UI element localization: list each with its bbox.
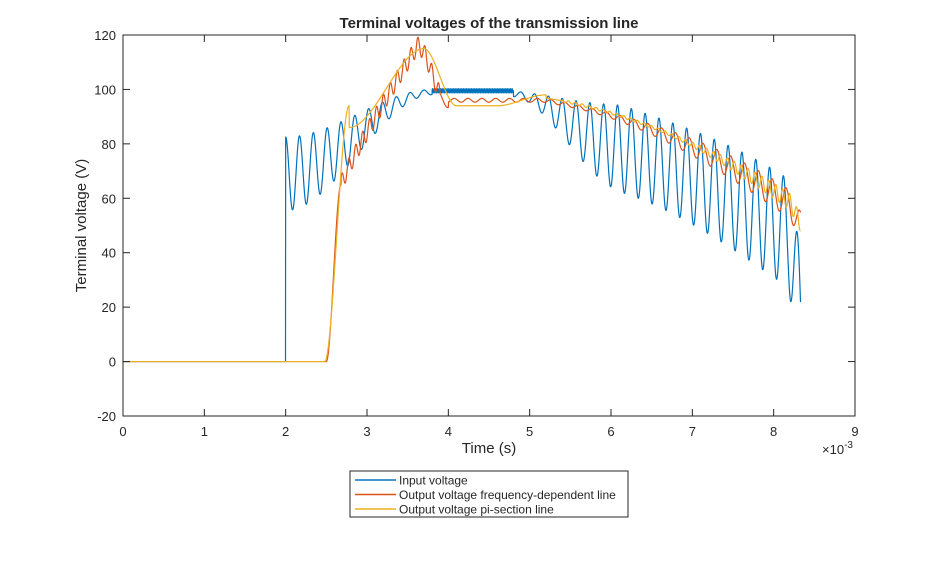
y-tick-label: 0	[109, 355, 116, 370]
x-tick-label: 0	[119, 424, 126, 439]
x-tick-label: 7	[689, 424, 696, 439]
series-line-3	[122, 48, 801, 363]
y-axis-label: Terminal voltage (V)	[73, 159, 90, 292]
x-tick-label: 5	[526, 424, 533, 439]
y-tick-label: 40	[102, 246, 116, 261]
legend-label: Input voltage	[399, 474, 468, 488]
y-tick-label: 60	[102, 191, 116, 206]
x-tick-label: 6	[607, 424, 614, 439]
x-tick-label: 9	[851, 424, 858, 439]
x-exponent-base: ×10	[822, 442, 844, 457]
y-tick-label: 80	[102, 137, 116, 152]
legend-label: Output voltage frequency-dependent line	[399, 488, 616, 502]
x-tick-label: 2	[282, 424, 289, 439]
y-tick-label: 120	[94, 28, 116, 43]
y-tick-label: 100	[94, 82, 116, 97]
y-tick-label: -20	[97, 409, 116, 424]
axes-box	[122, 34, 856, 417]
x-tick-label: 8	[770, 424, 777, 439]
y-tick-label: 20	[102, 300, 116, 315]
chart-title: Terminal voltages of the transmission li…	[340, 15, 639, 32]
x-tick-label: 1	[201, 424, 208, 439]
legend-label: Output voltage pi-section line	[399, 503, 554, 517]
x-tick-label: 3	[363, 424, 370, 439]
legend-box	[349, 470, 629, 518]
x-tick-label: 4	[445, 424, 452, 439]
x-axis-label: Time (s)	[462, 440, 516, 457]
series-layer	[122, 36, 802, 363]
x-axis-exponent: ×10-3	[822, 440, 853, 457]
x-exponent-power: -3	[844, 440, 853, 451]
svg-text:×10-3: ×10-3	[822, 440, 853, 457]
